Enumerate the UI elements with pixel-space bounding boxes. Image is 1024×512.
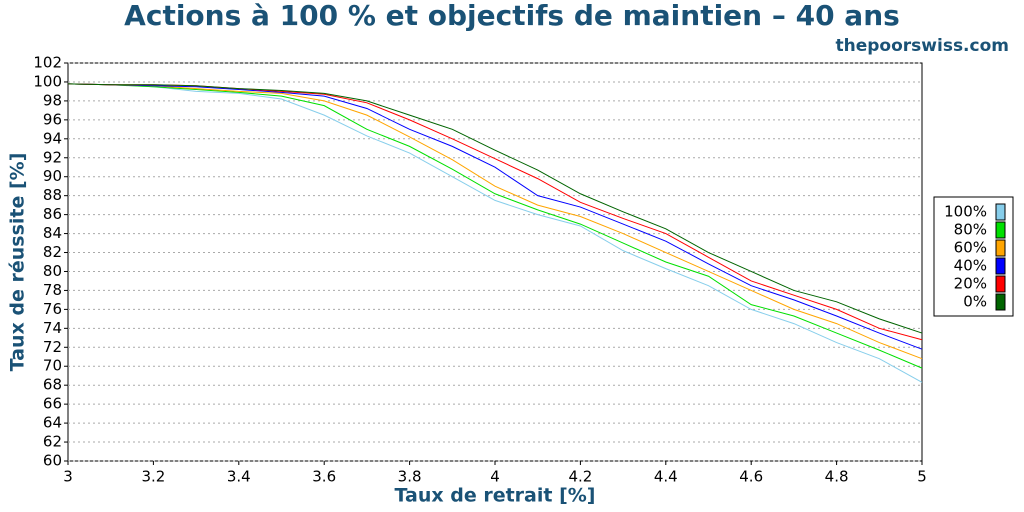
y-tick-label: 90	[43, 167, 62, 185]
x-tick-label: 4.4	[654, 468, 678, 486]
y-tick-label: 74	[43, 319, 62, 337]
x-tick-label: 3.6	[312, 468, 336, 486]
legend-label: 20%	[954, 275, 987, 293]
series-line	[67, 83, 923, 360]
legend-swatch	[995, 239, 1006, 257]
chart-title: Actions à 100 % et objectifs de maintien…	[124, 0, 900, 32]
legend-swatch	[995, 203, 1006, 221]
legend-label: 100%	[944, 203, 987, 221]
legend-swatch	[995, 257, 1006, 275]
series-line	[67, 83, 923, 350]
series-line	[67, 83, 923, 369]
x-tick-label: 3.2	[141, 468, 165, 486]
x-axis-label: Taux de retrait [%]	[395, 485, 596, 507]
x-tick-label: 4.6	[739, 468, 763, 486]
y-tick-label: 80	[43, 262, 62, 280]
y-tick-label: 84	[43, 224, 62, 242]
x-tick-label: 5	[917, 468, 927, 486]
y-tick-label: 62	[43, 433, 62, 451]
y-tick-label: 98	[43, 91, 62, 109]
y-tick-label: 78	[43, 281, 62, 299]
x-tick-label: 4	[490, 468, 500, 486]
plot-frame	[67, 62, 923, 462]
y-tick-label: 76	[43, 300, 62, 318]
legend-swatch	[995, 275, 1006, 293]
chart-subtitle: thepoorswiss.com	[836, 36, 1010, 56]
legend-swatch	[995, 221, 1006, 239]
x-tick-label: 4.2	[568, 468, 592, 486]
y-tick-label: 82	[43, 243, 62, 261]
series-line	[67, 83, 923, 341]
series-line	[67, 83, 923, 383]
x-tick-label: 4.8	[825, 468, 849, 486]
y-tick-label: 102	[33, 54, 62, 72]
y-tick-label: 96	[43, 110, 62, 128]
y-tick-label: 60	[43, 452, 62, 470]
y-tick-label: 68	[43, 376, 62, 394]
x-tick-label: 3.8	[398, 468, 422, 486]
y-tick-label: 70	[43, 357, 62, 375]
x-tick-label: 3	[63, 468, 73, 486]
series-line	[67, 83, 923, 334]
legend-label: 40%	[954, 257, 987, 275]
y-tick-label: 86	[43, 205, 62, 223]
y-tick-label: 94	[43, 129, 62, 147]
y-tick-label: 64	[43, 414, 62, 432]
legend-label: 60%	[954, 239, 987, 257]
legend-swatch	[995, 293, 1006, 311]
y-tick-label: 92	[43, 148, 62, 166]
x-tick-label: 3.4	[227, 468, 251, 486]
y-tick-label: 88	[43, 186, 62, 204]
y-axis-label: Taux de réussite [%]	[7, 153, 29, 372]
y-tick-label: 100	[33, 72, 62, 90]
legend-label: 80%	[954, 221, 987, 239]
y-tick-label: 66	[43, 395, 62, 413]
y-tick-label: 72	[43, 338, 62, 356]
legend-label: 0%	[963, 293, 987, 311]
